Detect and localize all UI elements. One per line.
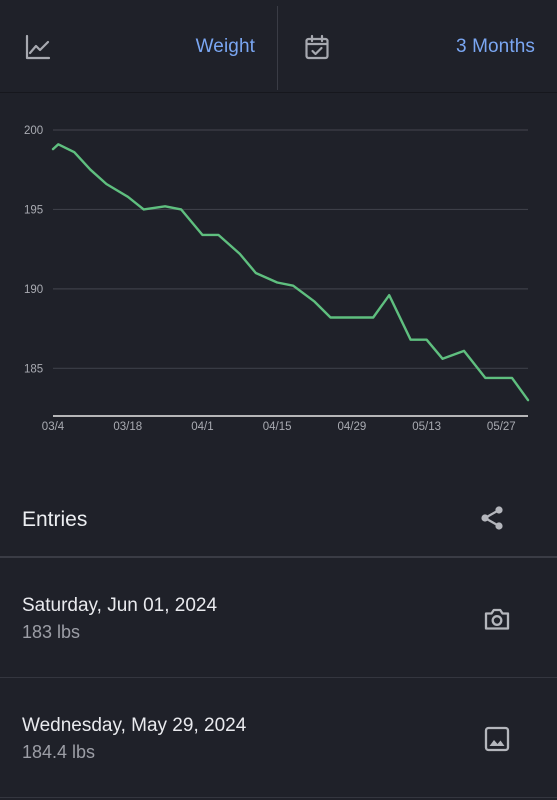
metric-selector[interactable]: Weight [0,0,278,92]
entries-title: Entries [22,508,88,531]
camera-icon[interactable] [482,604,512,634]
x-tick-label: 05/27 [487,421,516,433]
image-icon[interactable] [482,724,512,754]
calendar-check-icon [303,33,331,61]
weight-chart-area: 200 195 190 185 03/4 03/18 04/1 04/15 04/29 05/13… [0,93,557,483]
entry-weight: 184.4 lbs [22,742,96,762]
entry-weight: 183 lbs [22,622,81,642]
row-divider [0,677,557,678]
x-tick-label: 05/13 [412,421,441,433]
x-tick-label: 04/15 [263,421,292,433]
entry-date: Wednesday, May 29, 2024 [22,715,247,736]
entry-row[interactable]: Wednesday, May 29, 2024 184.4 lbs [0,678,557,796]
selector-divider [277,6,278,90]
row-divider [0,797,557,798]
entries-divider [0,556,557,558]
weight-chart: 200 195 190 185 03/4 03/18 04/1 04/15 04/29 05/13… [24,125,530,433]
entry-date: Saturday, Jun 01, 2024 [22,595,218,616]
y-tick-label: 200 [24,125,43,137]
metric-label: Weight [195,36,255,57]
y-tick-label: 190 [24,284,43,296]
y-tick-label: 195 [24,204,43,216]
range-selector[interactable]: 3 Months [279,0,557,92]
share-button[interactable] [474,502,510,538]
x-tick-label: 03/18 [113,421,142,433]
x-tick-label: 04/29 [337,421,366,433]
share-icon [478,504,506,537]
x-tick-label: 03/4 [42,421,65,433]
y-tick-label: 185 [24,363,43,375]
range-label: 3 Months [456,36,535,57]
weight-series-line [51,143,530,402]
top-selector-bar: Weight 3 Months [0,0,557,93]
entry-row[interactable]: Saturday, Jun 01, 2024 183 lbs [0,558,557,676]
line-chart-icon [24,33,52,61]
entries-header: Entries [0,484,557,556]
x-tick-label: 04/1 [191,421,213,433]
